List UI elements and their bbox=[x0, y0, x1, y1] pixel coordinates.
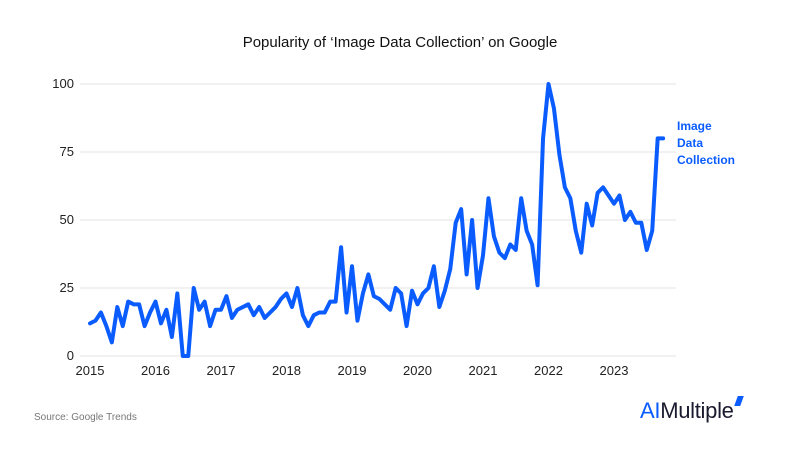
x-tick-label: 2022 bbox=[534, 363, 563, 378]
y-tick-label: 100 bbox=[52, 76, 74, 91]
x-tick-label: 2023 bbox=[600, 363, 629, 378]
y-tick-label: 25 bbox=[60, 280, 74, 295]
y-tick-label: 50 bbox=[60, 212, 74, 227]
series-label: Image Data Collection bbox=[677, 118, 735, 169]
aimultiple-logo: AIMultiple bbox=[640, 396, 744, 424]
x-tick-label: 2019 bbox=[338, 363, 367, 378]
x-tick-label: 2017 bbox=[207, 363, 236, 378]
series-line bbox=[88, 82, 666, 358]
x-tick-label: 2015 bbox=[76, 363, 105, 378]
y-tick-label: 75 bbox=[60, 144, 74, 159]
y-tick-label: 0 bbox=[67, 348, 74, 363]
source-note: Source: Google Trends bbox=[34, 412, 137, 423]
series-label-line: Collection bbox=[677, 153, 736, 167]
x-tick-label: 2018 bbox=[272, 363, 301, 378]
x-tick-label: 2020 bbox=[403, 363, 432, 378]
series-label-line: Data bbox=[677, 136, 704, 150]
x-tick-label: 2021 bbox=[469, 363, 498, 378]
series-label-line: Image bbox=[677, 119, 712, 133]
chart-title: Popularity of ‘Image Data Collection’ on… bbox=[242, 34, 558, 51]
x-tick-label: 2016 bbox=[141, 363, 170, 378]
